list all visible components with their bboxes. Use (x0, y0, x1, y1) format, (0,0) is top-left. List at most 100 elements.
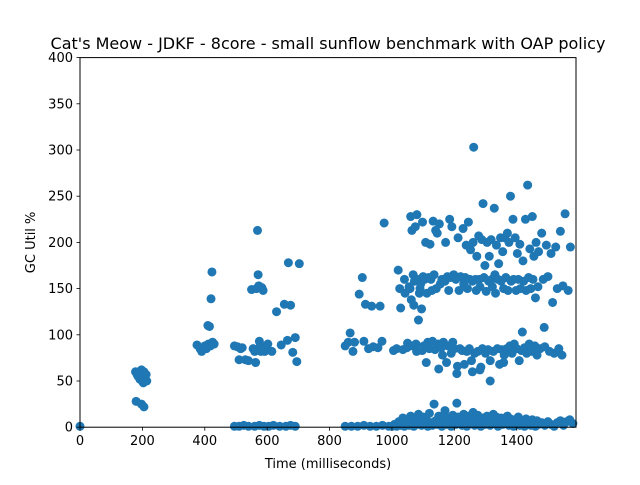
data-point (444, 285, 454, 295)
data-point (467, 356, 476, 366)
data-point (469, 142, 479, 152)
data-point (288, 347, 298, 357)
data-point (359, 336, 369, 346)
data-point (432, 228, 442, 238)
data-point (480, 261, 490, 270)
data-point (350, 337, 360, 347)
data-point (539, 322, 549, 332)
data-point (530, 293, 540, 303)
data-point (508, 214, 518, 224)
data-point (523, 180, 533, 190)
data-point (510, 233, 520, 243)
data-point (437, 350, 447, 360)
points-layer (75, 142, 578, 431)
data-point (447, 222, 457, 232)
data-point (452, 398, 462, 408)
x-tick-label: 600 (255, 434, 280, 449)
data-point (204, 321, 214, 331)
data-point (276, 340, 286, 350)
data-point (206, 294, 216, 304)
data-point (424, 408, 434, 418)
data-point (253, 225, 262, 235)
data-point (348, 346, 358, 356)
data-point (563, 285, 573, 295)
data-point (409, 300, 419, 310)
data-point (537, 228, 547, 238)
data-point (557, 350, 567, 360)
data-point (346, 421, 356, 431)
data-point (250, 346, 260, 356)
y-tick-label: 350 (48, 97, 73, 112)
data-point (410, 222, 420, 232)
x-tick-label: 0 (76, 434, 84, 449)
data-point (548, 297, 558, 307)
data-point (290, 333, 300, 343)
data-point (502, 228, 512, 238)
y-tick-label: 250 (48, 190, 73, 205)
data-point (354, 289, 364, 299)
data-point (396, 303, 406, 313)
data-point (258, 285, 268, 295)
data-point (275, 421, 285, 431)
data-point (512, 248, 522, 258)
data-point (393, 265, 403, 275)
data-point (452, 361, 462, 371)
data-point (375, 301, 385, 311)
data-point (518, 256, 528, 266)
data-point (421, 358, 431, 368)
data-point (505, 191, 515, 201)
data-point (517, 327, 527, 337)
y-tick-label: 400 (48, 51, 73, 66)
data-point (440, 406, 450, 416)
data-point (434, 219, 444, 229)
x-tick-label: 1000 (375, 434, 408, 449)
data-point (442, 358, 452, 368)
data-point (489, 203, 499, 213)
data-point (283, 258, 293, 268)
data-point (498, 247, 508, 257)
y-tick-label: 50 (56, 375, 73, 390)
data-point (413, 315, 423, 325)
data-point (445, 214, 455, 224)
data-point (454, 285, 464, 295)
data-point (290, 421, 300, 431)
data-point (514, 356, 524, 366)
data-point (417, 304, 427, 314)
data-point (373, 343, 383, 353)
data-point (282, 335, 292, 345)
data-point (472, 251, 482, 261)
x-tick-label: 1200 (438, 434, 471, 449)
data-point (484, 251, 494, 261)
data-point (365, 421, 375, 431)
data-point (515, 239, 525, 249)
data-point (526, 284, 536, 294)
data-point (533, 282, 543, 292)
chart-title: Cat's Meow - JDKF - 8core - small sunflo… (51, 34, 606, 53)
data-point (541, 240, 551, 250)
data-point (534, 247, 544, 257)
data-point (243, 356, 253, 366)
x-tick-label: 200 (130, 434, 155, 449)
data-point (467, 367, 477, 377)
data-point (425, 239, 435, 249)
data-point (453, 233, 463, 243)
data-point (243, 421, 253, 431)
data-point (418, 217, 428, 227)
data-point (343, 337, 353, 347)
data-point (485, 356, 495, 366)
data-point (434, 364, 444, 374)
x-axis-label: Time (milliseconds) (264, 457, 391, 472)
y-axis: 0 50 100 150 200 250 300 350 400 (48, 51, 80, 436)
y-tick-label: 0 (65, 421, 73, 436)
data-point (429, 399, 439, 409)
data-point (292, 357, 302, 367)
data-point (267, 346, 277, 356)
data-point (377, 336, 387, 346)
data-point (478, 199, 488, 209)
data-point (491, 240, 501, 250)
data-point (466, 245, 476, 255)
data-point (412, 210, 422, 220)
data-point (525, 244, 535, 254)
